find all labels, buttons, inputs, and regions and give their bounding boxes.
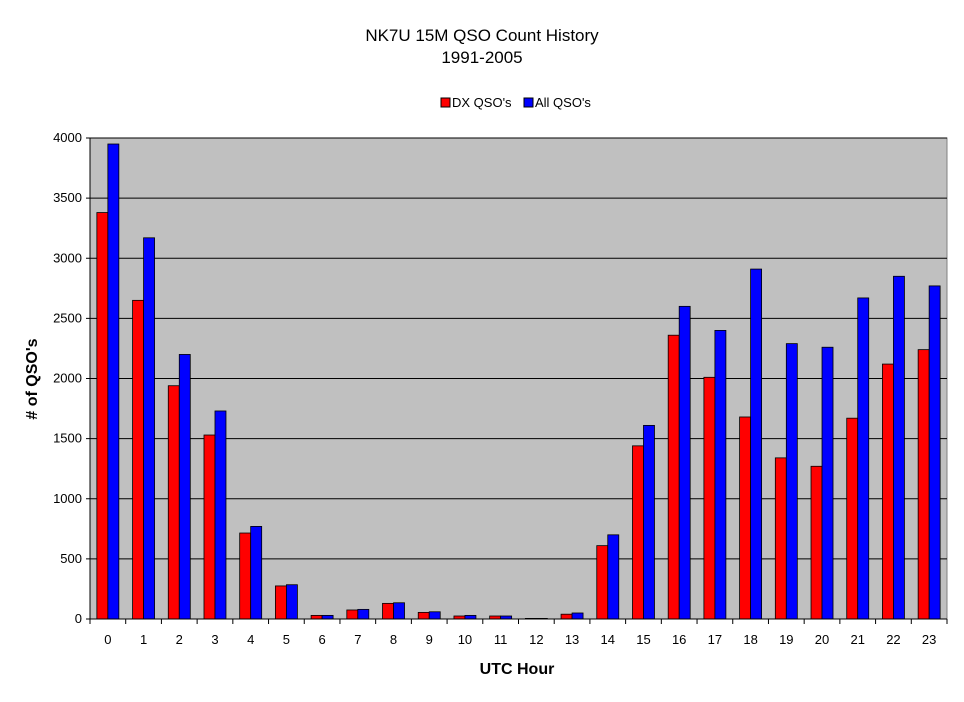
x-tick-label: 6	[318, 632, 325, 647]
bar-dx-qsos	[703, 376, 716, 620]
x-tick-labels: 0 1 2 3 4 5 6 7 8 9 10 11 12 13 14 15 16 17 18 19 20 21 22 23	[104, 632, 936, 647]
chart-title: NK7U 15M QSO Count History	[365, 26, 599, 45]
chart-subtitle: 1991-2005	[441, 48, 522, 67]
bar-all-qsos	[928, 285, 941, 620]
bar-all-qsos	[464, 614, 477, 620]
x-tick-label: 15	[636, 632, 650, 647]
y-tick-label: 3000	[53, 250, 82, 265]
x-axis-title: UTC Hour	[480, 661, 555, 678]
bar-dx-qsos	[274, 585, 287, 620]
gridlines	[90, 137, 947, 560]
bar-dx-qsos	[167, 385, 180, 620]
x-tick-label: 18	[743, 632, 757, 647]
x-tick-label: 20	[815, 632, 829, 647]
bar-all-qsos	[250, 526, 263, 620]
legend-swatch-all	[523, 97, 534, 108]
bar-all-qsos	[393, 602, 405, 620]
bar-dx-qsos	[346, 609, 359, 620]
y-tick-label: 1000	[53, 491, 82, 506]
legend-label-all: All QSO's	[535, 95, 591, 110]
bar-all-qsos	[214, 410, 227, 620]
x-tick-label: 7	[354, 632, 361, 647]
bar-dx-qsos	[810, 465, 823, 620]
x-tick-label: 13	[565, 632, 579, 647]
x-tick-label: 9	[426, 632, 433, 647]
bar-dx-qsos	[382, 602, 394, 620]
bar-dx-qsos	[632, 445, 644, 620]
bar-all-qsos	[107, 143, 120, 620]
bar-dx-qsos	[917, 349, 930, 620]
x-tick-label: 21	[850, 632, 864, 647]
bar-all-qsos	[893, 275, 905, 620]
x-tick-label: 12	[529, 632, 543, 647]
bar-all-qsos	[428, 611, 441, 620]
bar-dx-qsos	[417, 611, 430, 620]
x-tick-label: 17	[708, 632, 722, 647]
bar-all-qsos	[750, 268, 763, 620]
bar-all-qsos	[607, 534, 620, 620]
bar-dx-qsos	[203, 434, 216, 620]
legend-swatch-dx	[440, 97, 451, 108]
y-tick-labels: 0 500 1000 1500 2000 2500 3000 3500 4000	[53, 130, 82, 626]
bar-dx-qsos	[132, 299, 144, 620]
bar-all-qsos	[571, 612, 584, 620]
y-tick-label: 0	[75, 611, 82, 626]
bar-all-qsos	[678, 305, 691, 620]
x-tick-label: 1	[140, 632, 147, 647]
y-tick-label: 4000	[53, 130, 82, 145]
x-tick-label: 0	[104, 632, 111, 647]
bar-all-qsos	[143, 237, 155, 620]
bar-dx-qsos	[596, 545, 609, 620]
x-tick-label: 4	[247, 632, 254, 647]
bar-all-qsos	[714, 329, 727, 620]
legend: DX QSO's All QSO's	[440, 95, 591, 110]
x-tick-label: 19	[779, 632, 793, 647]
y-tick-label: 2000	[53, 371, 82, 386]
bar-dx-qsos	[774, 457, 787, 620]
bar-dx-qsos	[739, 416, 752, 620]
bar-dx-qsos	[96, 212, 109, 620]
x-tick-label: 8	[390, 632, 397, 647]
legend-label-dx: DX QSO's	[452, 95, 512, 110]
x-tick-label: 22	[886, 632, 900, 647]
bar-all-qsos	[643, 424, 655, 620]
axes	[86, 137, 948, 624]
bar-all-qsos	[285, 584, 298, 620]
bar-all-qsos	[357, 608, 370, 620]
bar-dx-qsos	[239, 532, 252, 620]
bar-dx-qsos	[882, 363, 894, 620]
bar-dx-qsos	[667, 334, 680, 620]
x-tick-label: 3	[211, 632, 218, 647]
y-tick-label: 3500	[53, 190, 82, 205]
x-tick-label: 23	[922, 632, 936, 647]
y-tick-label: 500	[60, 551, 82, 566]
bar-all-qsos	[857, 297, 870, 620]
x-tick-label: 14	[601, 632, 615, 647]
x-tick-label: 10	[458, 632, 472, 647]
x-tick-label: 11	[494, 632, 508, 647]
x-tick-label: 5	[283, 632, 290, 647]
bar-all-qsos	[321, 614, 334, 620]
y-tick-label: 2500	[53, 310, 82, 325]
bar-all-qsos	[821, 346, 834, 620]
y-axis-title: # of QSO's	[24, 338, 41, 419]
x-tick-label: 16	[672, 632, 686, 647]
x-tick-label: 2	[176, 632, 183, 647]
bars	[96, 143, 941, 620]
bar-dx-qsos	[560, 613, 573, 620]
y-tick-label: 1500	[53, 431, 82, 446]
bar-dx-qsos	[310, 614, 323, 620]
bar-all-qsos	[178, 354, 191, 620]
bar-dx-qsos	[846, 417, 859, 620]
bar-all-qsos	[785, 343, 798, 620]
